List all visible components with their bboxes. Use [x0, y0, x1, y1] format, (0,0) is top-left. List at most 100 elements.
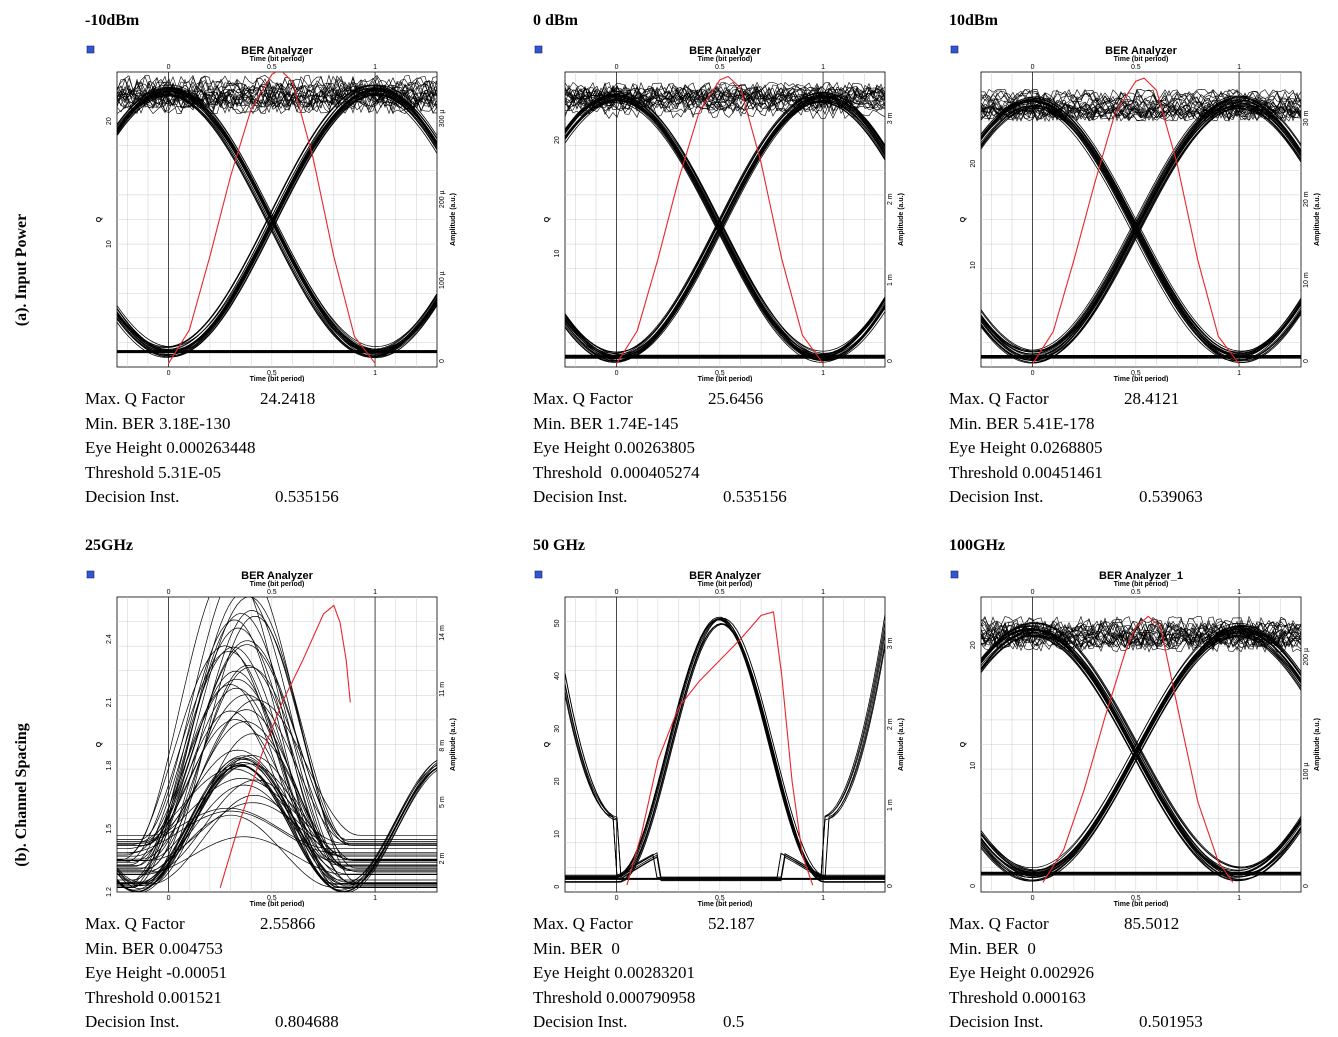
eye-trace — [565, 93, 885, 354]
eye-trace — [981, 105, 1301, 120]
x-axis-label: Time (bit period) — [250, 901, 305, 907]
eye-trace — [117, 94, 437, 111]
threshold-line: Threshold 0.00451461 — [949, 461, 1103, 486]
eye-trace — [981, 625, 1301, 871]
y-tick-label: 2.1 — [106, 697, 113, 707]
stat-value: 0.501953 — [1139, 1012, 1203, 1031]
eye-trace — [565, 614, 885, 879]
eye-trace — [117, 84, 437, 102]
eye-trace — [117, 597, 437, 840]
decision-line: Decision Inst. 0.5 — [533, 1010, 744, 1035]
min-ber-line: Min. BER 5.41E-178 — [949, 412, 1103, 437]
stat-label: Max. Q Factor — [533, 914, 633, 933]
eye-trace — [565, 92, 885, 353]
stat-label: Min. BER 3.18E-130 — [85, 413, 231, 433]
eye-trace — [565, 91, 885, 107]
x-tick-label: 0.5 — [267, 895, 277, 902]
y2-axis-label: Amplitude (a.u.) — [450, 193, 457, 246]
y2-tick-label: 11 m — [439, 682, 446, 697]
eye-trace — [117, 78, 437, 95]
eye-trace — [117, 721, 437, 860]
top-x-axis-label: Time (bit period) — [698, 56, 753, 63]
min-ber-line: Min. BER 1.74E-145 — [533, 412, 700, 437]
y-tick-label: 10 — [970, 762, 977, 770]
stat-label: Max. Q Factor — [533, 389, 633, 408]
x-axis-label: Time (bit period) — [698, 901, 753, 907]
x-tick-label-top: 0.5 — [715, 589, 725, 596]
y2-tick-label: 200 µ — [439, 190, 446, 208]
eye-trace — [117, 664, 437, 883]
y-tick-label: 50 — [554, 619, 561, 627]
chart-panel: 100GHz BER Analyzer_1 Time (bit period) 0 0 0… — [949, 537, 1338, 1031]
chart-panel: 50 GHz BER Analyzer Time (bit period) 0 0 0.5… — [533, 537, 923, 1031]
row-label-text: (a). Input Power — [13, 213, 30, 327]
y2-tick-label: 3 m — [887, 112, 894, 124]
eye-trace — [981, 92, 1301, 106]
eye-trace — [117, 684, 437, 884]
eye-trace — [981, 632, 1301, 649]
eye-trace — [565, 96, 885, 112]
x-tick-label-top: 0 — [615, 589, 619, 596]
y2-axis-label: Amplitude (a.u.) — [898, 718, 905, 771]
y-tick-label: 2.4 — [106, 634, 113, 644]
eye-trace — [981, 631, 1301, 648]
x-tick-label: 0 — [167, 370, 171, 377]
eye-trace — [981, 625, 1301, 642]
stat-label: Min. BER 0 — [533, 938, 620, 958]
eye-trace — [981, 631, 1301, 648]
y-tick-label: 0 — [970, 884, 977, 888]
max-q-line: Max. Q Factor 24.2418 — [85, 387, 315, 412]
stats-block: Max. Q Factor 24.2418 Min. BER 3.18E-130 Ey… — [85, 387, 339, 510]
eye-trace — [117, 699, 437, 836]
chart-title: BER Analyzer — [689, 570, 761, 582]
y2-tick-label: 3 m — [887, 637, 894, 649]
threshold-line: Threshold 5.31E-05 — [85, 461, 255, 486]
eye-trace — [117, 98, 437, 115]
eye-trace — [981, 107, 1301, 363]
eye-trace — [981, 636, 1301, 653]
threshold-line: Threshold 0.000790958 — [533, 986, 695, 1011]
y-tick-label: 20 — [106, 117, 113, 125]
y-tick-label: 20 — [554, 777, 561, 785]
eye-traces — [565, 611, 885, 886]
eye-trace — [565, 93, 885, 354]
x-tick-label: 0.5 — [715, 370, 725, 377]
eye-trace — [981, 92, 1301, 106]
eye-trace — [117, 755, 437, 883]
x-tick-label: 0 — [167, 895, 171, 902]
stats-block: Max. Q Factor 28.4121 Min. BER 5.41E-178 Ey… — [949, 387, 1203, 510]
eye-trace — [117, 627, 437, 867]
stat-label: Max. Q Factor — [85, 389, 185, 408]
y2-tick-label: 200 µ — [1303, 648, 1310, 666]
eye-trace — [565, 81, 885, 97]
stat-value: 0.5 — [723, 1012, 745, 1031]
y-tick-label: 1.5 — [106, 824, 113, 834]
y-tick-label: 10 — [554, 250, 561, 258]
stats-block: Max. Q Factor 52.187 Min. BER 0 Eye Height … — [533, 912, 755, 1035]
y2-tick-label: 2 m — [887, 193, 894, 205]
stat-label: Max. Q Factor — [949, 389, 1049, 408]
stat-label: Eye Height 0.00263805 — [533, 438, 695, 457]
decision-line: Decision Inst. 0.539063 — [949, 485, 1203, 510]
stat-label: Threshold 0.000405274 — [533, 462, 700, 482]
stat-value: 24.2418 — [260, 389, 316, 408]
q-factor-curve — [219, 604, 351, 888]
top-x-axis-label: Time (bit period) — [1114, 581, 1169, 588]
eye-trace — [981, 99, 1301, 114]
y-tick-label: 1.8 — [106, 761, 113, 771]
eye-height-line: Eye Height 0.00263805 — [533, 436, 700, 461]
eye-trace — [117, 77, 437, 94]
eye-trace — [117, 670, 437, 889]
decision-line: Decision Inst. 0.804688 — [85, 1010, 339, 1035]
y-tick-label: 0 — [554, 885, 561, 889]
x-tick-label: 1 — [373, 895, 377, 902]
eye-trace — [565, 97, 885, 113]
y-axis-label: Q — [96, 741, 103, 747]
y2-tick-label: 0 — [439, 359, 446, 363]
x-tick-label-top: 0 — [1031, 589, 1035, 596]
eye-trace — [981, 635, 1301, 881]
y-tick-label: 20 — [554, 136, 561, 144]
eye-trace — [981, 101, 1301, 116]
stat-label: Threshold 0.001521 — [85, 987, 222, 1007]
